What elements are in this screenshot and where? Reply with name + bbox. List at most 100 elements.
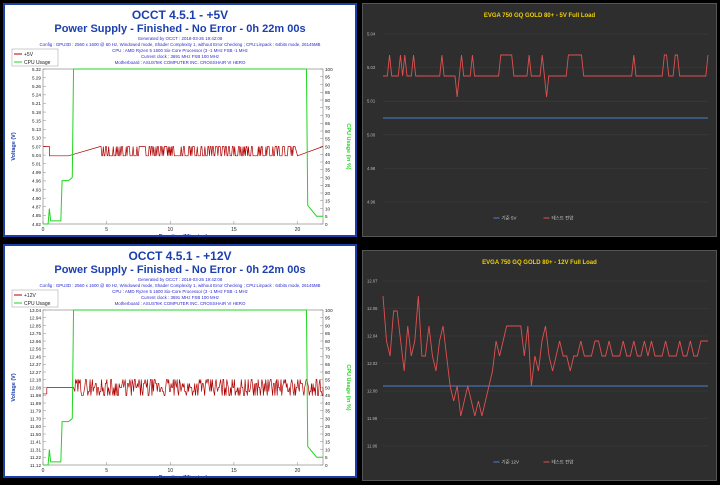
x-tick-label: 20	[295, 468, 301, 474]
cpu-usage-series-line	[43, 68, 323, 225]
y-tick-label: 12.02	[367, 361, 378, 366]
y2-tick-label: 40	[325, 401, 331, 406]
y-tick-label: 12.27	[30, 370, 42, 375]
y2-tick-label: 95	[325, 75, 331, 80]
y-tick-label: 5.29	[32, 75, 41, 80]
chart-title: EVGA 750 GQ GOLD 80+ - 12V Full Load	[482, 260, 597, 266]
info-line: CPU : AMD Ryzen 5 1600 Six-Core Processo…	[112, 289, 248, 294]
y2-tick-label: 95	[325, 316, 331, 321]
y-tick-label: 12.00	[367, 389, 378, 394]
chart-subtitle: Power Supply - Finished - No Error - 0h …	[54, 264, 305, 276]
y2-tick-label: 50	[325, 144, 331, 149]
y2-tick-label: 25	[325, 424, 331, 429]
y-tick-label: 11.70	[30, 416, 42, 421]
y-tick-label: 5.01	[367, 99, 376, 104]
y-tick-label: 11.98	[30, 393, 42, 398]
y-tick-label: 5.21	[32, 101, 41, 106]
y2-tick-label: 75	[325, 347, 331, 352]
legend-volt-label: +5V	[24, 52, 34, 58]
chart-title: EVGA 750 GQ GOLD 80+ - 5V Full Load	[484, 13, 596, 19]
y-tick-label: 11.60	[30, 424, 42, 429]
y-tick-label: 11.89	[30, 401, 42, 406]
x-axis-label: Duration (Minutes)	[159, 475, 208, 476]
y-tick-label: 4.96	[32, 179, 41, 184]
info-line: Motherboard : ASUSTeK COMPUTER INC. CROS…	[115, 301, 246, 306]
y-tick-label: 12.66	[30, 339, 42, 344]
y2-axis-label: CPU Usage (in %)	[345, 364, 351, 410]
legend-load-label: 테스트 전압	[552, 459, 574, 466]
y2-tick-label: 55	[325, 137, 331, 142]
y2-tick-label: 10	[325, 447, 331, 452]
voltage-series-line	[43, 146, 324, 157]
y2-tick-label: 25	[325, 183, 331, 188]
y-tick-label: 5.04	[367, 32, 376, 37]
y-tick-label: 4.85	[32, 213, 41, 218]
legend-volt-label: +12V	[24, 293, 36, 299]
y-tick-label: 13.04	[30, 308, 42, 313]
y2-tick-label: 60	[325, 129, 331, 134]
legend-box	[11, 289, 59, 308]
occt-5v-chart-panel: OCCT 4.5.1 - +5V Power Supply - Finished …	[3, 3, 357, 240]
legend-box	[11, 48, 59, 67]
y2-tick-label: 90	[325, 82, 331, 87]
y2-tick-label: 15	[325, 199, 331, 204]
y2-tick-label: 70	[325, 354, 331, 359]
cpu-usage-series-line	[43, 309, 323, 466]
test-voltage-series-line	[383, 54, 709, 98]
x-tick-label: 10	[167, 468, 173, 474]
y-tick-label: 4.82	[32, 222, 41, 227]
voltage-series-line	[43, 379, 324, 396]
y-tick-label: 5.00	[367, 132, 376, 137]
y2-tick-label: 65	[325, 121, 331, 126]
y-tick-label: 11.12	[30, 463, 42, 468]
y-tick-label: 5.01	[32, 162, 41, 167]
y-tick-label: 12.18	[30, 378, 42, 383]
y2-tick-label: 30	[325, 416, 331, 421]
info-line: Generated by OCCT : 2018-03-26 19:42:08	[138, 277, 223, 282]
y2-tick-label: 0	[325, 222, 328, 227]
legend-load-label: 테스트 전압	[552, 215, 574, 222]
y-tick-label: 11.96	[367, 444, 378, 449]
y-tick-label: 12.07	[367, 279, 378, 284]
legend-cpu-label: CPU Usage	[24, 301, 51, 307]
y-tick-label: 4.90	[32, 196, 41, 201]
y-tick-label: 5.07	[32, 144, 41, 149]
y2-axis-label: CPU Usage (in %)	[345, 123, 351, 169]
x-tick-label: 5	[105, 227, 108, 233]
y2-tick-label: 40	[325, 160, 331, 165]
y2-tick-label: 30	[325, 175, 331, 180]
x-tick-label: 0	[42, 227, 45, 233]
plot-area	[42, 68, 324, 225]
y-tick-label: 5.15	[32, 118, 41, 123]
y-tick-label: 11.31	[30, 447, 42, 452]
legend-ref-label: 기준 12V	[502, 459, 520, 466]
chart-title: OCCT 4.5.1 - +12V	[128, 249, 231, 263]
x-axis-label: Duration (Minutes)	[159, 234, 208, 235]
info-line: Generated by OCCT : 2018-03-26 19:42:08	[138, 36, 223, 41]
y2-tick-label: 100	[325, 308, 333, 313]
y-tick-label: 11.50	[30, 432, 42, 437]
y-tick-label: 5.32	[32, 67, 41, 72]
y-axis-label: Voltage (V)	[11, 132, 17, 160]
x-tick-label: 15	[231, 468, 237, 474]
info-line: Current clock : 3691 MHz FSB 100 MHz	[141, 295, 219, 300]
y-tick-label: 12.04	[367, 334, 378, 339]
info-line: CPU : AMD Ryzen 5 1600 Six-Core Processo…	[112, 48, 248, 53]
info-line: Config : GPU3D : 2560 x 1600 @ 60 Hz, Wi…	[40, 42, 321, 47]
y-tick-label: 4.87	[32, 205, 41, 210]
x-tick-label: 15	[231, 227, 237, 233]
y-tick-label: 12.85	[30, 323, 42, 328]
test-voltage-series-line	[382, 295, 708, 417]
y-tick-label: 4.99	[32, 170, 41, 175]
y2-tick-label: 80	[325, 339, 331, 344]
y2-tick-label: 70	[325, 113, 331, 118]
y2-tick-label: 75	[325, 106, 331, 111]
y2-tick-label: 80	[325, 98, 331, 103]
y2-tick-label: 45	[325, 152, 331, 157]
y2-tick-label: 90	[325, 323, 331, 328]
info-line: Motherboard : ASUSTeK COMPUTER INC. CROS…	[115, 60, 246, 65]
y-tick-label: 5.26	[32, 84, 41, 89]
y2-tick-label: 85	[325, 331, 331, 336]
legend-ref-label: 기준 5V	[502, 215, 517, 222]
